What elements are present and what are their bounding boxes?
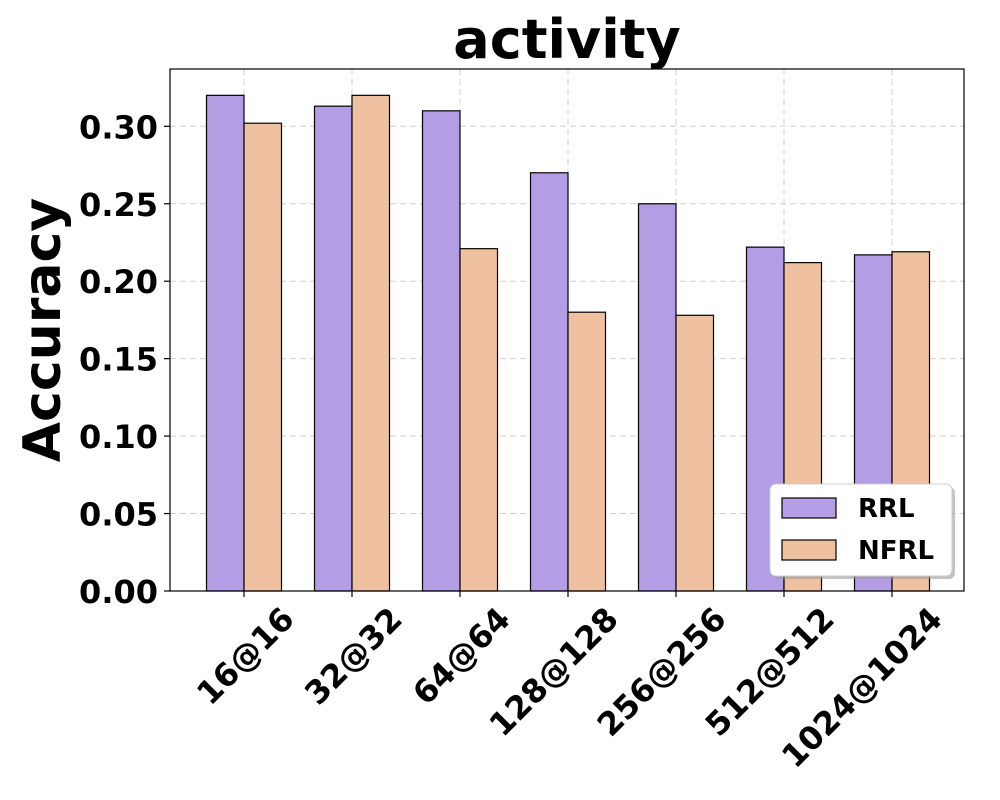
bar-rrl-16@16 xyxy=(205,94,245,592)
legend-label-rrl: RRL xyxy=(858,494,915,524)
y-tick-label: 0.10 xyxy=(79,418,158,456)
bars xyxy=(205,94,931,592)
bar-rrl-32@32 xyxy=(313,105,353,592)
legend-label-nfrl: NFRL xyxy=(858,536,934,566)
x-axis-ticks: 16@1632@3264@64128@128256@256512@5121024… xyxy=(189,591,950,775)
bar-nfrl-64@64 xyxy=(459,248,499,592)
bar-nfrl-32@32 xyxy=(351,94,391,592)
x-tick-label: 64@64 xyxy=(405,600,517,712)
y-tick-label: 0.30 xyxy=(79,108,158,146)
y-tick-label: 0.05 xyxy=(79,496,158,534)
y-tick-label: 0.25 xyxy=(79,186,158,224)
y-tick-label: 0.00 xyxy=(79,573,158,611)
y-axis-label: Accuracy xyxy=(13,198,73,462)
legend-swatch-rrl xyxy=(781,497,837,519)
x-tick-label: 16@16 xyxy=(189,600,301,712)
y-axis-ticks: 0.00 0.05 0.10 0.15 0.20 0.25 0.30 xyxy=(79,108,170,611)
bar-rrl-64@64 xyxy=(421,110,461,592)
bar-rrl-128@128 xyxy=(529,172,569,592)
legend: RRL NFRL xyxy=(769,483,955,579)
plot-frame xyxy=(169,68,965,592)
x-tick-label: 32@32 xyxy=(297,600,409,712)
legend-swatch-nfrl xyxy=(781,539,837,561)
chart-title: activity xyxy=(453,8,681,71)
y-tick-label: 0.20 xyxy=(79,263,158,301)
y-tick-label: 0.15 xyxy=(79,341,158,379)
bar-nfrl-16@16 xyxy=(243,122,283,592)
bar-nfrl-128@128 xyxy=(567,311,607,592)
bar-nfrl-256@256 xyxy=(675,314,715,592)
bar-rrl-256@256 xyxy=(637,203,677,592)
